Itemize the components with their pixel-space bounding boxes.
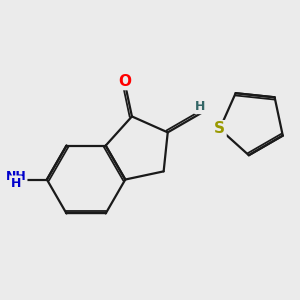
Text: H: H [11,177,21,190]
Text: NH: NH [5,170,26,183]
Text: O: O [118,74,131,89]
Text: S: S [214,122,225,136]
Text: H: H [195,100,206,113]
